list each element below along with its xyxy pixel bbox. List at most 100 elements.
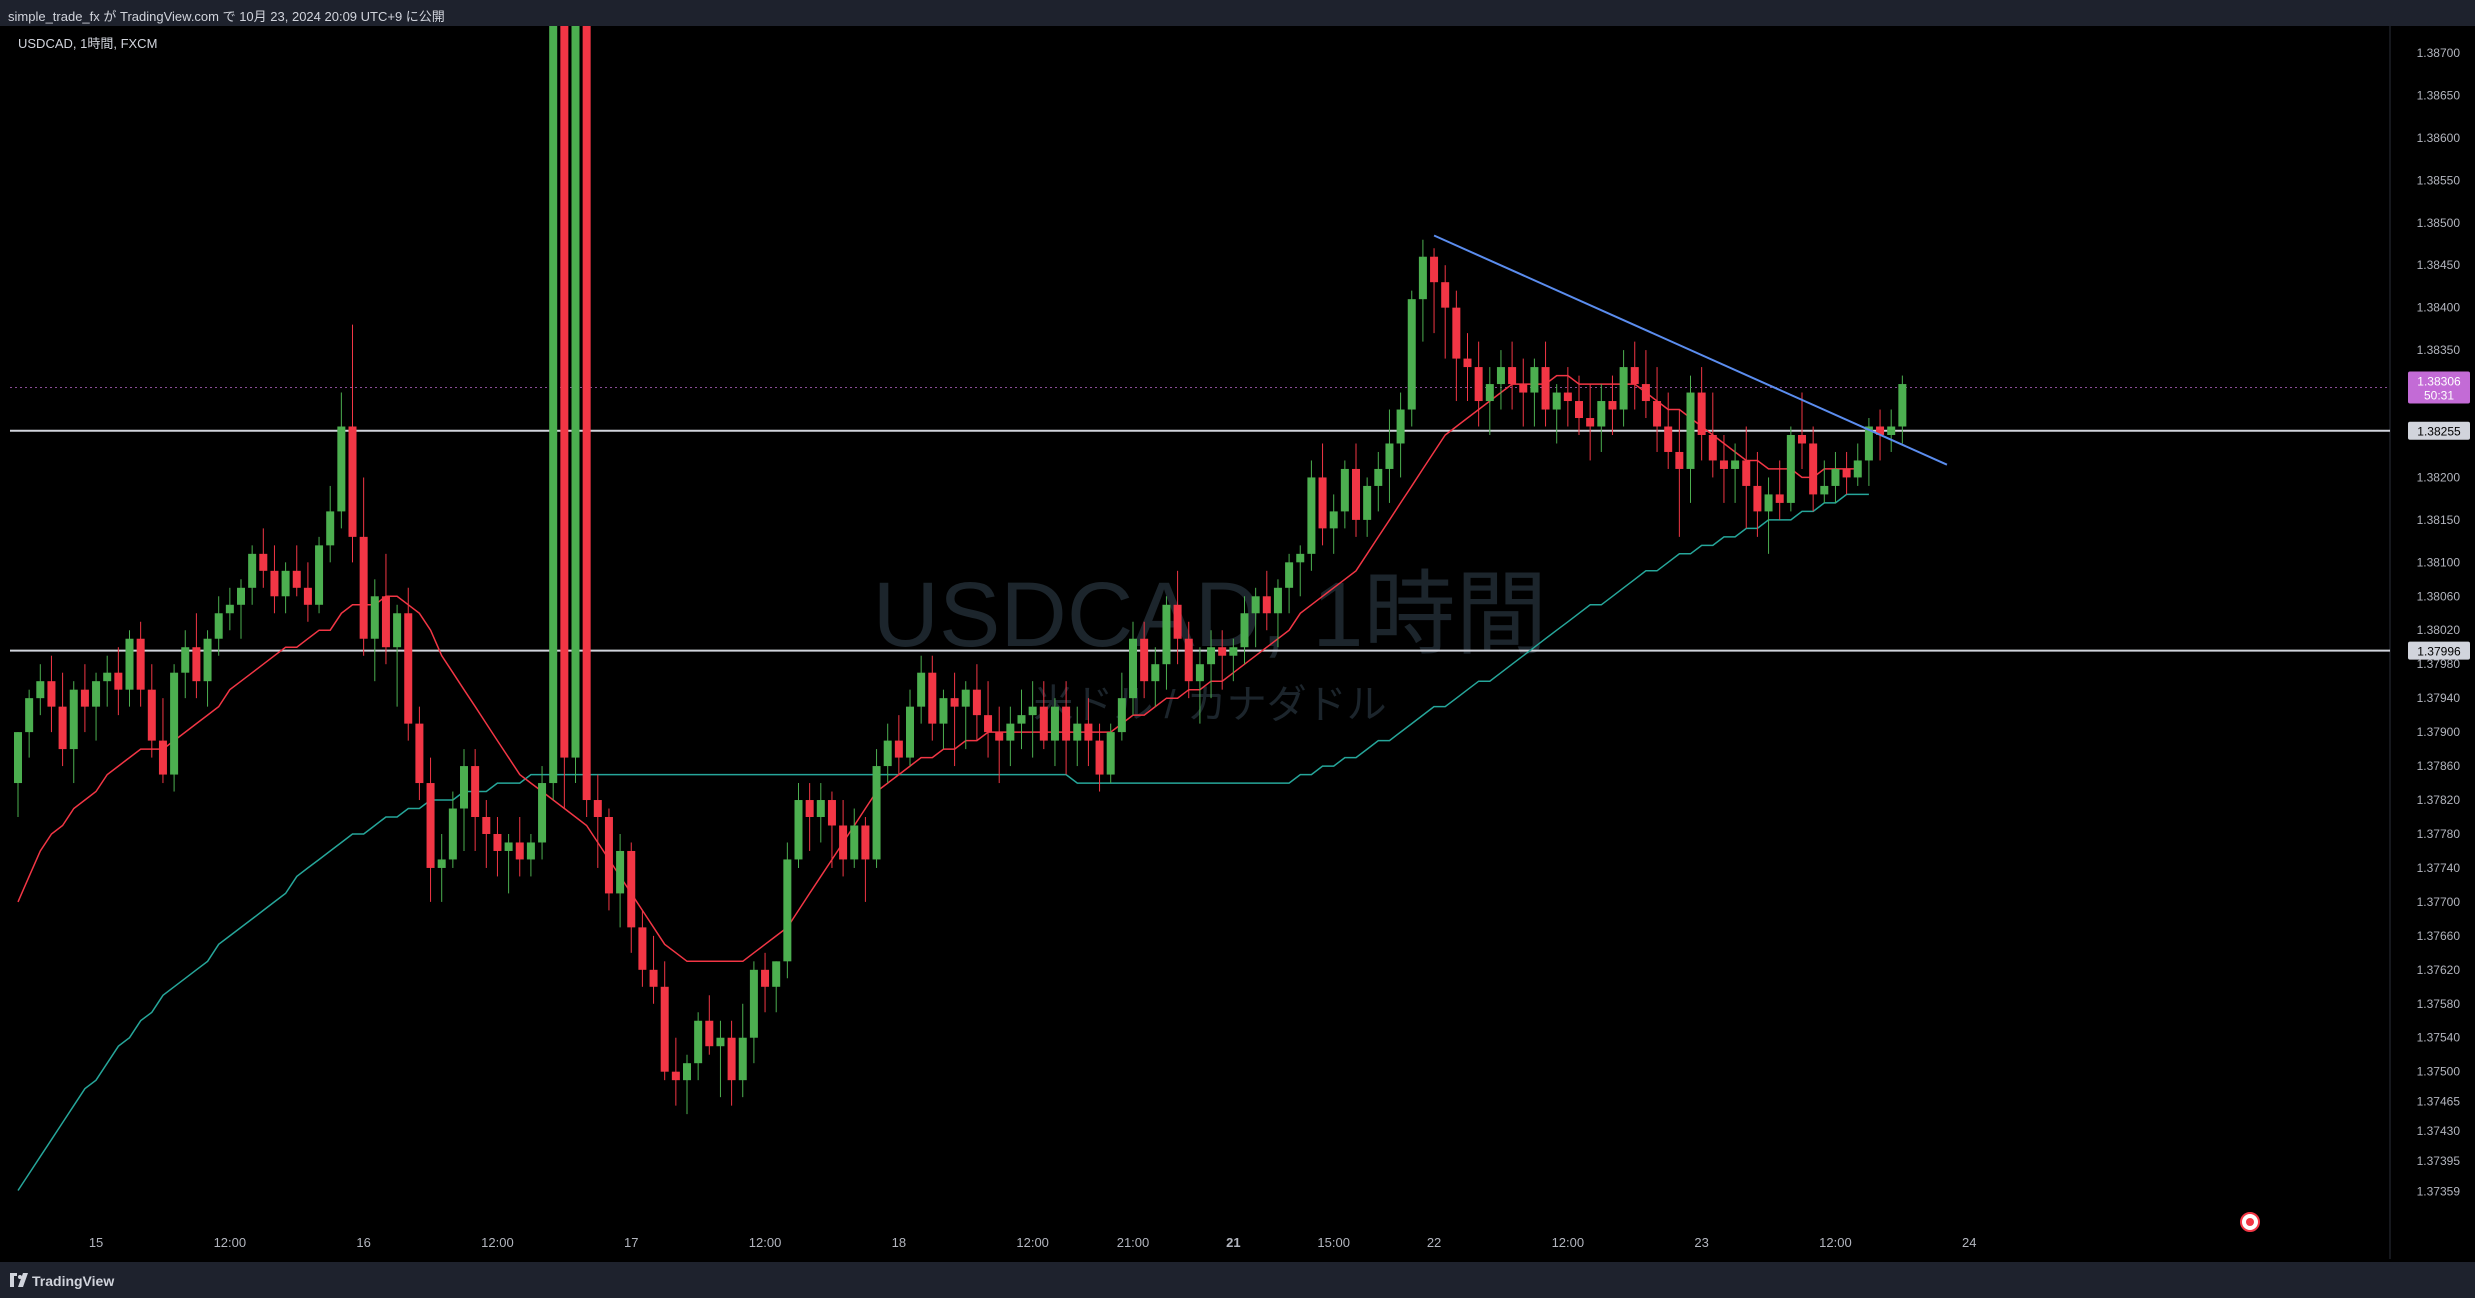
alert-clock-icon[interactable] bbox=[2240, 1212, 2260, 1232]
time-tick-label: 12:00 bbox=[749, 1235, 782, 1250]
candle-body bbox=[170, 672, 179, 775]
candle-body bbox=[984, 715, 993, 733]
candle-body bbox=[705, 1020, 714, 1047]
candle-body bbox=[1296, 553, 1305, 563]
time-tick-label: 21:00 bbox=[1117, 1235, 1150, 1250]
candle-body bbox=[1586, 418, 1595, 427]
candle-body bbox=[727, 1037, 736, 1081]
candle-body bbox=[1407, 299, 1416, 410]
price-tick-label: 1.38450 bbox=[2417, 258, 2461, 272]
price-tick-label: 1.38650 bbox=[2417, 88, 2461, 102]
candle-body bbox=[560, 0, 569, 758]
trendline-group[interactable] bbox=[1433, 234, 1948, 466]
price-tick-label: 1.38060 bbox=[2417, 589, 2461, 603]
candle-body bbox=[1162, 604, 1171, 665]
candle-body bbox=[1151, 664, 1160, 682]
candle-body bbox=[1686, 392, 1695, 469]
candle-body bbox=[1006, 723, 1015, 741]
candle-body bbox=[1363, 485, 1372, 520]
watermark-subtitle: 米ドル / カナダドル bbox=[1033, 683, 1386, 727]
candle-body bbox=[1653, 401, 1662, 427]
candle-body bbox=[493, 833, 502, 851]
candle-body bbox=[1552, 392, 1561, 410]
candle-body bbox=[1218, 647, 1227, 656]
candle-body bbox=[92, 681, 101, 707]
candle-body bbox=[1340, 468, 1349, 512]
candle-body bbox=[582, 0, 591, 801]
time-tick-label: 23 bbox=[1694, 1235, 1708, 1250]
candle-body bbox=[1731, 460, 1740, 469]
candle-body bbox=[1630, 367, 1639, 385]
candle-body bbox=[25, 698, 34, 733]
candle-body bbox=[1039, 706, 1048, 741]
last-price-tag bbox=[2408, 371, 2470, 404]
candle-body bbox=[404, 613, 413, 724]
candle-body bbox=[1173, 604, 1182, 639]
candle-body bbox=[1619, 367, 1628, 410]
candles bbox=[14, 0, 1907, 1115]
candle-body bbox=[426, 783, 435, 868]
candle-body bbox=[203, 638, 212, 682]
candle-body bbox=[1798, 434, 1806, 444]
candle-body bbox=[393, 613, 402, 648]
candle-body bbox=[1028, 706, 1037, 716]
candle-body bbox=[1719, 460, 1728, 469]
price-tick-label: 1.37430 bbox=[2417, 1124, 2461, 1138]
candle-body bbox=[1329, 511, 1338, 529]
candle-body bbox=[883, 740, 892, 767]
chart-area[interactable]: USDCAD, 1時間 米ドル / カナダドル 1.38255 1.37996 1.3… bbox=[10, 0, 2475, 1261]
price-tick-label: 1.38400 bbox=[2417, 301, 2461, 315]
candle-body bbox=[939, 698, 948, 724]
candle-body bbox=[906, 706, 914, 758]
candle-body bbox=[1463, 358, 1472, 368]
candle-body bbox=[1240, 613, 1249, 648]
candle-body bbox=[1675, 451, 1684, 469]
candle-body bbox=[326, 511, 335, 546]
candle-body bbox=[995, 732, 1004, 741]
candle-body bbox=[1641, 384, 1650, 402]
candle-body bbox=[816, 800, 825, 818]
price-tick-label: 1.38600 bbox=[2417, 131, 2461, 145]
candle-body bbox=[36, 681, 45, 699]
candle-body bbox=[1864, 426, 1873, 461]
candle-body bbox=[1664, 426, 1673, 452]
candle-body bbox=[1708, 434, 1717, 461]
price-tick-label: 1.37740 bbox=[2417, 861, 2461, 875]
price-tick-label: 1.38020 bbox=[2417, 623, 2461, 637]
candle-body bbox=[827, 800, 836, 826]
moving-averages bbox=[17, 374, 1869, 1191]
candle-body bbox=[961, 689, 970, 707]
price-tick-label: 1.37780 bbox=[2417, 827, 2461, 841]
candle-body bbox=[538, 783, 547, 843]
candle-body bbox=[158, 740, 167, 775]
time-tick-label: 21 bbox=[1226, 1235, 1240, 1250]
candle-body bbox=[292, 570, 301, 588]
candle-body bbox=[1129, 638, 1137, 699]
ma-slow-line bbox=[17, 493, 1869, 1191]
candle-body bbox=[526, 842, 535, 860]
candle-body bbox=[1608, 401, 1617, 410]
candle-body bbox=[1809, 443, 1818, 495]
price-tick-label: 1.37660 bbox=[2417, 929, 2461, 943]
candle-body bbox=[448, 808, 457, 860]
candle-body bbox=[1318, 477, 1327, 529]
hline-price-label: 1.37996 bbox=[2417, 645, 2461, 659]
tradingview-brand: TradingView bbox=[32, 1273, 115, 1289]
price-tick-label: 1.37395 bbox=[2417, 1154, 2461, 1168]
candle-body bbox=[214, 613, 223, 639]
candle-body bbox=[894, 740, 903, 758]
time-tick-label: 12:00 bbox=[1819, 1235, 1852, 1250]
price-tick-label: 1.38100 bbox=[2417, 555, 2461, 569]
price-tick-label: 1.37540 bbox=[2417, 1031, 2461, 1045]
candle-body bbox=[14, 732, 22, 784]
candle-body bbox=[315, 545, 324, 605]
candle-body bbox=[1820, 485, 1829, 495]
price-tick-label: 1.37980 bbox=[2417, 657, 2461, 671]
candle-body bbox=[1374, 468, 1383, 486]
candle-body bbox=[181, 647, 190, 673]
time-axis[interactable]: 15 12:00 16 12:00 17 12:00 18 12:00 21:00 21 15:00… bbox=[89, 1235, 1977, 1250]
candle-body bbox=[638, 927, 647, 970]
time-tick-label: 22 bbox=[1427, 1235, 1441, 1250]
